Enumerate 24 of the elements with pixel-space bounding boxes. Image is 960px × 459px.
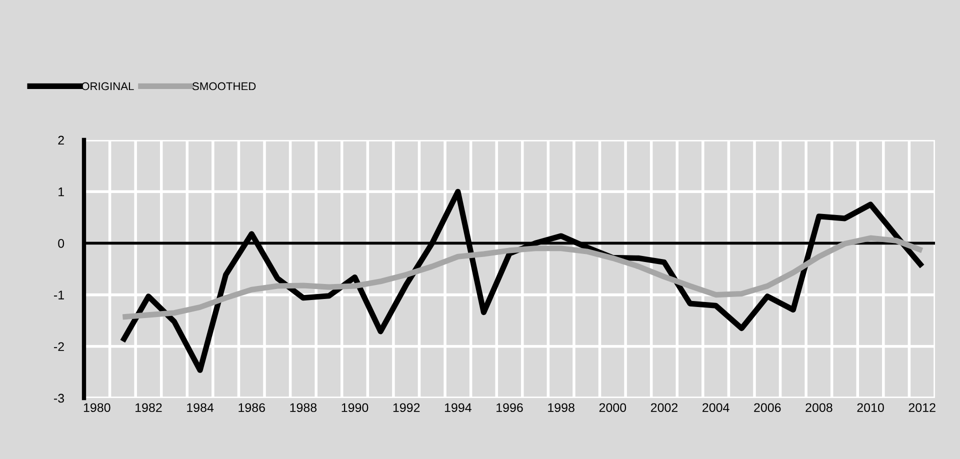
y-tick-label: -2 (54, 342, 64, 351)
x-tick-label: 2002 (650, 403, 678, 412)
y-tick-label: 0 (58, 239, 64, 248)
y-tick-label: -1 (54, 290, 64, 300)
x-tick-label: 1998 (548, 403, 574, 412)
x-tick-label: 2008 (806, 403, 832, 412)
y-tick-label: 2 (58, 136, 64, 145)
x-tick-label: 2012 (908, 403, 936, 412)
x-tick-label: 2010 (857, 403, 884, 412)
x-tick-label: 1994 (444, 403, 472, 412)
x-tick-label: 2006 (754, 403, 781, 412)
x-tick-label: 1990 (342, 403, 368, 412)
x-tick-label: 1992 (393, 403, 420, 412)
x-tick-label: 1980 (84, 403, 110, 412)
y-tick-label: -3 (54, 394, 64, 403)
y-tick-label: 1 (58, 188, 64, 196)
x-tick-label: 1982 (136, 403, 162, 412)
x-tick-label: 1984 (187, 403, 214, 412)
x-tick-label: 1996 (496, 403, 523, 412)
x-tick-label: 2000 (599, 403, 626, 412)
x-tick-label: 1988 (290, 403, 317, 412)
x-tick-label: 2004 (702, 403, 730, 412)
x-tick-label: 1986 (238, 403, 265, 412)
legend-label: SMOOTHED (192, 82, 256, 90)
